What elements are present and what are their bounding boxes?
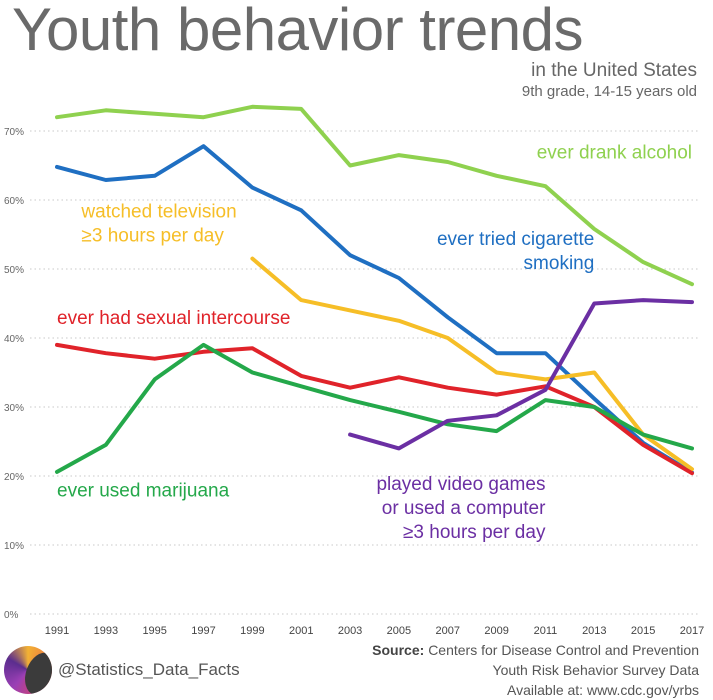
series-label: played video games bbox=[376, 474, 545, 495]
x-tick-label: 2009 bbox=[484, 625, 508, 637]
x-tick-label: 2011 bbox=[534, 625, 558, 637]
series-label: ever had sexual intercourse bbox=[57, 308, 290, 329]
series-line bbox=[348, 298, 694, 451]
x-tick-label: 2001 bbox=[289, 625, 313, 637]
y-tick-label: 60% bbox=[4, 196, 24, 207]
series-line bbox=[250, 256, 694, 472]
series-label: ever tried cigarette bbox=[437, 229, 594, 250]
series-label: ≥3 hours per day bbox=[403, 522, 546, 543]
x-tick-label: 2015 bbox=[631, 625, 655, 637]
series-label: ≥3 hours per day bbox=[81, 225, 224, 246]
y-tick-label: 0% bbox=[4, 610, 19, 621]
y-tick-label: 10% bbox=[4, 541, 24, 552]
series-label: ever drank alcohol bbox=[537, 143, 692, 164]
y-tick-label: 20% bbox=[4, 472, 24, 483]
statistics-logo-icon bbox=[4, 646, 52, 694]
series-label: ever used marijuana bbox=[57, 481, 230, 502]
series-line bbox=[55, 342, 694, 474]
x-tick-label: 2007 bbox=[436, 625, 460, 637]
series-line bbox=[55, 342, 694, 476]
x-tick-label: 1997 bbox=[191, 625, 215, 637]
page-title: Youth behavior trends bbox=[12, 0, 584, 63]
x-tick-label: 1991 bbox=[45, 625, 69, 637]
x-tick-label: 1995 bbox=[142, 625, 166, 637]
x-tick-label: 2017 bbox=[680, 625, 704, 637]
source-line-2: Youth Risk Behavior Survey Data bbox=[492, 662, 699, 678]
account-handle[interactable]: @Statistics_Data_Facts bbox=[58, 660, 240, 679]
y-tick-label: 30% bbox=[4, 403, 24, 414]
y-tick-label: 50% bbox=[4, 265, 24, 276]
source-citation: Source: Centers for Disease Control and … bbox=[372, 640, 699, 700]
x-tick-label: 2003 bbox=[338, 625, 362, 637]
subtitle: in the United States bbox=[531, 60, 697, 81]
x-tick-label: 1999 bbox=[240, 625, 264, 637]
line-chart: 0% 10% 20% 30% 40% 50% 60% 70% 1991 1993 1995 1997 1… bbox=[4, 104, 704, 637]
footer-brand: @Statistics_Data_Facts bbox=[0, 640, 240, 700]
source-line-1: Source: Centers for Disease Control and … bbox=[372, 640, 699, 660]
series-label: watched television bbox=[80, 201, 236, 222]
source-line-3[interactable]: Available at: www.cdc.gov/yrbs bbox=[507, 682, 699, 698]
x-tick-label: 2005 bbox=[387, 625, 411, 637]
source-text: Centers for Disease Control and Preventi… bbox=[428, 642, 699, 658]
series-line bbox=[55, 144, 694, 475]
y-tick-label: 40% bbox=[4, 334, 24, 345]
x-tick-label: 2013 bbox=[582, 625, 606, 637]
series-label: smoking bbox=[524, 253, 595, 274]
y-tick-label: 70% bbox=[4, 127, 24, 138]
series-label: or used a computer bbox=[382, 498, 546, 519]
x-tick-label: 1993 bbox=[94, 625, 118, 637]
subtitle-grade: 9th grade, 14-15 years old bbox=[521, 83, 697, 100]
series-line bbox=[55, 104, 694, 287]
source-label: Source: bbox=[372, 642, 425, 658]
